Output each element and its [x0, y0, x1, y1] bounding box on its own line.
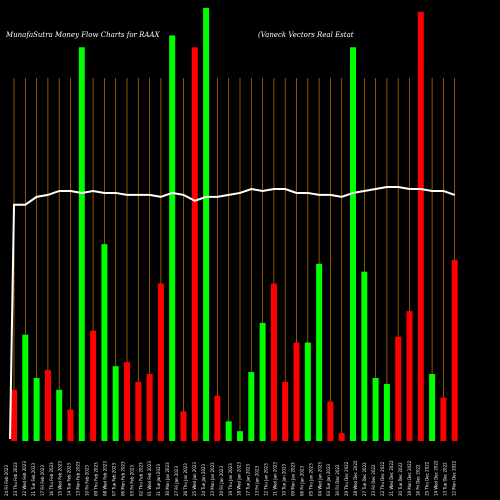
- bar-up: [225, 421, 232, 441]
- x-tick-label: 29 Thu Dec 2022: [344, 461, 349, 496]
- x-tick-label: 23 Fri Dec 2022: [371, 464, 376, 496]
- x-tick-label: 21 Tue Feb 2023: [31, 463, 36, 496]
- bar-up: [259, 322, 266, 442]
- bar-down: [395, 336, 402, 441]
- bar-up: [203, 7, 210, 442]
- x-tick-label: 16 Fri Dec 2022: [416, 464, 421, 496]
- x-tick-label: 22 Wed Feb 2023: [22, 461, 27, 496]
- bar-down: [124, 362, 130, 441]
- x-tick-label: 16 Thu Feb 2023: [49, 462, 54, 496]
- x-tick-label: 01 Wed Feb 2023: [147, 461, 152, 496]
- x-tick-label: 27 Tue Dec 2022: [362, 462, 367, 496]
- x-tick-label: 06 Mon Feb 2023: [120, 461, 125, 496]
- x-tick-label: 28 Wed Dec 2022: [353, 460, 358, 496]
- bar-up: [101, 244, 108, 442]
- bar-down: [293, 342, 300, 441]
- bar-series: [11, 7, 458, 442]
- bar-up: [169, 35, 176, 441]
- x-tick-label: 05 Thu Jan 2023: [308, 463, 313, 496]
- bar-up: [361, 271, 368, 441]
- chart-subtitle: (Vaneck Vectors Real Estat: [258, 31, 354, 39]
- bar-up: [429, 374, 436, 441]
- bar-up: [22, 334, 29, 441]
- chart-title: MunafaSutra Money Flow Charts for RAAX: [5, 31, 160, 39]
- bar-up: [56, 389, 63, 441]
- x-tick-label: 03 Tue Jan 2023: [326, 463, 331, 496]
- x-tick-label: 23 Thu Feb 2023: [13, 462, 18, 496]
- bar-down: [11, 389, 17, 441]
- bar-up: [304, 342, 311, 441]
- x-tick-label: 11 Wed Jan 2023: [273, 462, 278, 496]
- x-tick-label: 22 Thu Dec 2022: [380, 461, 385, 496]
- x-tick-label: 30 Mon Jan 2023: [165, 462, 170, 496]
- bar-down: [67, 409, 74, 441]
- bar-down: [451, 259, 458, 442]
- x-tick-label: 09 Thu Feb 2023: [94, 462, 99, 496]
- x-tick-label: 18 Wed Jan 2023: [237, 462, 242, 496]
- bar-down: [180, 411, 187, 441]
- bar-down: [406, 311, 413, 441]
- x-tick-label: 14 Wed Dec 2022: [434, 460, 439, 496]
- x-tick-label: 10 Fri Feb 2023: [85, 465, 90, 496]
- bar-down: [135, 381, 142, 441]
- x-tick-label: 07 Tue Feb 2023: [111, 463, 116, 496]
- bar-down: [270, 283, 277, 441]
- x-tick-label: 30 Fri Dec 2022: [335, 464, 340, 496]
- x-tick-label: 12 Thu Jan 2023: [264, 463, 269, 496]
- bar-up: [112, 366, 119, 441]
- bar-up: [237, 431, 243, 441]
- money-flow-line: [9, 186, 456, 440]
- bar-down: [191, 47, 198, 441]
- x-tick-label: 03 Fri Feb 2023: [129, 465, 134, 496]
- bar-up: [350, 47, 356, 441]
- bar-up: [248, 372, 255, 441]
- x-tick-label: 08 Wed Feb 2023: [102, 461, 107, 496]
- bar-down: [327, 401, 334, 442]
- x-tick-label: 02 Thu Feb 2023: [138, 462, 143, 496]
- x-tick-label: 14 Tue Feb 2023: [67, 463, 72, 496]
- x-tick-label: 13 Mon Feb 2023: [76, 461, 81, 496]
- bar-up: [33, 378, 40, 441]
- bar-down: [282, 381, 289, 441]
- x-tick-label: 17 Tue Jan 2023: [246, 463, 251, 496]
- x-tick-label: 04 Wed Jan 2023: [317, 462, 322, 496]
- bar-down: [214, 395, 221, 441]
- x-tick-label: 26 Thu Jan 2023: [183, 463, 188, 496]
- bar-down: [90, 330, 97, 441]
- bar-up: [316, 263, 323, 441]
- x-tick-label: 15 Wed Feb 2023: [58, 461, 63, 496]
- bar-down: [44, 370, 51, 442]
- bar-down: [417, 11, 424, 442]
- x-tick-label: 20 Tue Dec 2022: [398, 462, 403, 496]
- bar-up: [383, 383, 390, 441]
- x-tick-labels: 24 Fri Feb 2023 23 Thu Feb 2023 22 Wed Feb…: [4, 460, 457, 496]
- bar-down: [440, 397, 447, 441]
- x-tick-label: 12 Mon Dec 2022: [452, 460, 457, 496]
- x-tick-label: 19 Mon Dec 2022: [407, 460, 412, 496]
- x-tick-label: 25 Wed Jan 2023: [192, 462, 197, 496]
- x-tick-label: 06 Fri Jan 2023: [299, 466, 304, 496]
- x-tick-label: 27 Fri Jan 2023: [174, 466, 179, 496]
- bar-down: [157, 283, 164, 441]
- x-tick-label: 23 Mon Jan 2023: [210, 462, 215, 496]
- x-tick-label: 21 Wed Dec 2022: [389, 460, 394, 496]
- x-tick-label: 09 Mon Jan 2023: [290, 462, 295, 496]
- x-tick-label: 24 Tue Jan 2023: [201, 463, 206, 496]
- x-tick-label: 19 Thu Jan 2023: [228, 463, 233, 496]
- bar-up: [372, 378, 379, 441]
- bar-down: [146, 374, 153, 441]
- x-tick-label: 13 Tue Dec 2022: [443, 462, 448, 496]
- bar-down: [338, 433, 345, 442]
- x-tick-label: 17 Fri Feb 2023: [40, 465, 45, 496]
- x-tick-label: 13 Fri Jan 2023: [255, 466, 260, 496]
- x-tick-label: 24 Fri Feb 2023: [4, 465, 9, 496]
- x-tick-label: 10 Tue Jan 2023: [281, 463, 286, 496]
- x-tick-label: 31 Tue Jan 2023: [156, 463, 161, 496]
- x-tick-label: 20 Fri Jan 2023: [219, 466, 224, 496]
- x-tick-label: 15 Thu Dec 2022: [425, 461, 430, 496]
- bar-up: [78, 47, 85, 441]
